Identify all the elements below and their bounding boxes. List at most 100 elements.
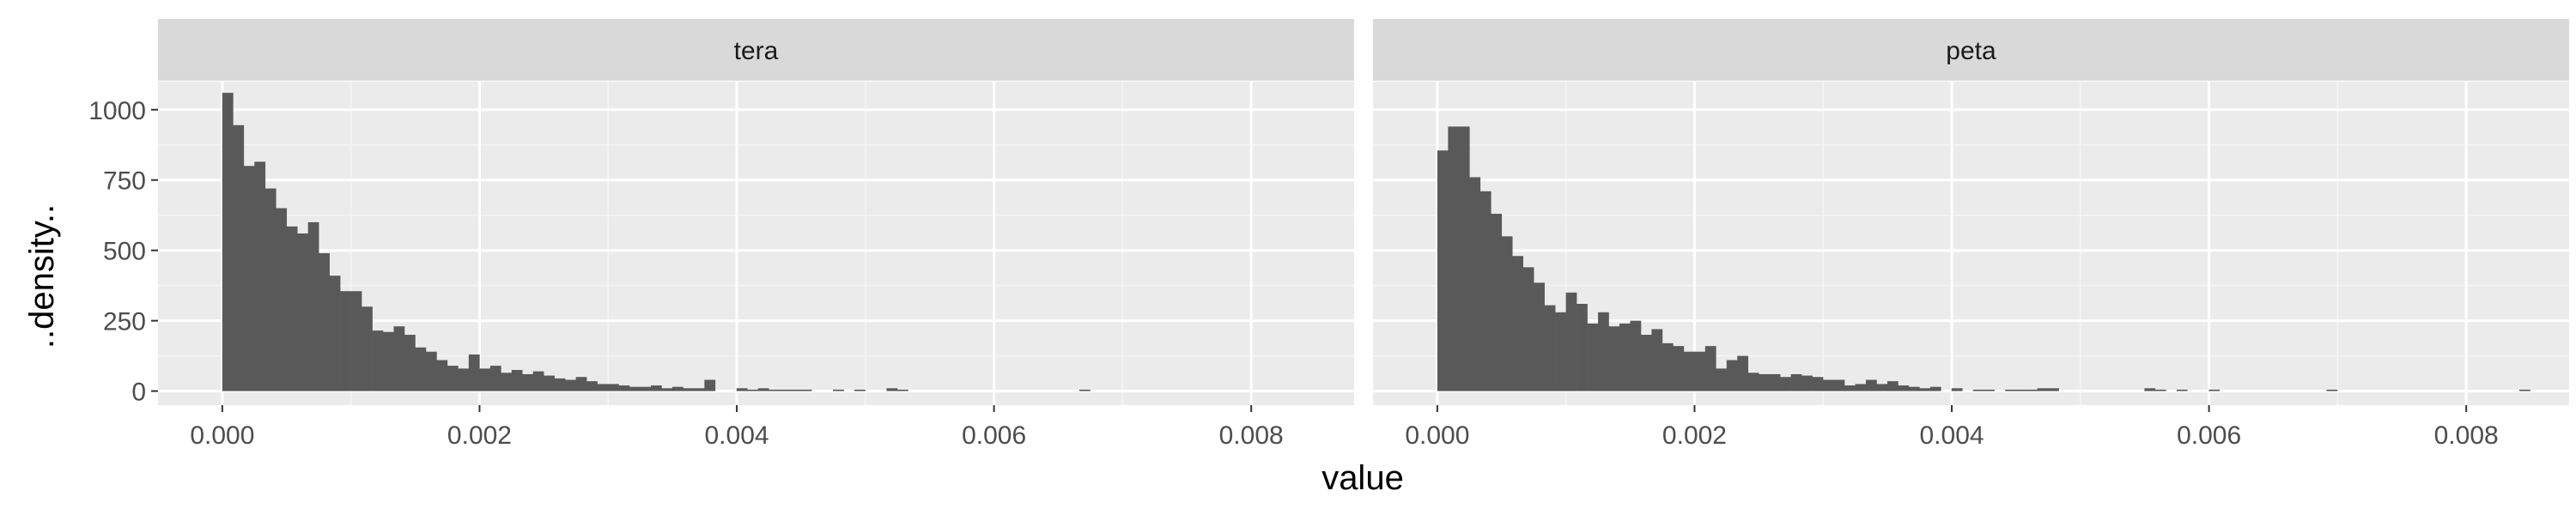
histogram-bar bbox=[458, 368, 470, 391]
x-tick-label: 0.002 bbox=[1662, 421, 1727, 450]
histogram-bar bbox=[586, 381, 598, 391]
histogram-bar bbox=[1855, 384, 1867, 391]
histogram-bar bbox=[769, 389, 781, 391]
x-axis-title: value bbox=[1321, 459, 1404, 497]
histogram-bar bbox=[1662, 342, 1674, 391]
histogram-bar bbox=[1801, 375, 1813, 391]
histogram-bar bbox=[757, 388, 769, 391]
histogram-bar bbox=[886, 388, 898, 391]
histogram-bar bbox=[436, 360, 448, 391]
histogram-bar bbox=[1555, 312, 1566, 391]
histogram-bar bbox=[747, 389, 759, 391]
histogram-bar bbox=[618, 385, 630, 391]
histogram-bar bbox=[779, 389, 791, 391]
histogram-bar bbox=[597, 384, 609, 391]
histogram-bar bbox=[2176, 389, 2188, 391]
histogram-bar bbox=[1501, 236, 1513, 391]
histogram-bar bbox=[833, 389, 844, 391]
histogram-bar bbox=[854, 389, 866, 391]
y-axis-title: ..density.. bbox=[23, 204, 61, 348]
histogram-bar bbox=[350, 291, 362, 391]
histogram-bar bbox=[1929, 386, 1941, 391]
histogram-bar bbox=[693, 388, 705, 391]
histogram-bar bbox=[1984, 389, 1996, 391]
histogram-bar bbox=[1823, 379, 1834, 391]
y-tick-label: 0 bbox=[131, 379, 146, 407]
histogram-bar bbox=[1608, 326, 1620, 391]
histogram-bar bbox=[1437, 150, 1449, 391]
histogram-bar bbox=[2026, 389, 2038, 391]
histogram-bar bbox=[1630, 320, 1642, 391]
histogram-bar bbox=[233, 124, 245, 391]
histogram-bar bbox=[1790, 373, 1802, 391]
histogram-bar bbox=[575, 377, 587, 391]
facet-strip bbox=[1373, 19, 2569, 81]
histogram-bar bbox=[532, 371, 544, 391]
histogram-bar bbox=[383, 331, 394, 391]
histogram-bar bbox=[671, 386, 683, 391]
histogram-bar bbox=[286, 226, 298, 391]
histogram-bar bbox=[511, 370, 523, 391]
histogram-bar bbox=[361, 306, 373, 391]
histogram-bar bbox=[222, 93, 234, 391]
histogram-bar bbox=[1769, 373, 1781, 391]
histogram-bar bbox=[1673, 346, 1685, 391]
histogram-bar bbox=[1534, 282, 1545, 391]
histogram-bar bbox=[501, 373, 513, 391]
histogram-bar bbox=[1640, 335, 1652, 391]
y-tick-label: 250 bbox=[103, 308, 146, 336]
histogram-bar bbox=[1780, 377, 1791, 391]
histogram-bar bbox=[2005, 389, 2016, 391]
histogram-bar bbox=[736, 388, 748, 391]
histogram-bar bbox=[1577, 303, 1588, 391]
histogram-bar bbox=[1833, 379, 1845, 391]
histogram-bar bbox=[522, 373, 534, 391]
histogram-bar bbox=[1619, 323, 1631, 391]
histogram-bar bbox=[790, 389, 801, 391]
histogram-bar bbox=[896, 389, 908, 391]
histogram-bar bbox=[425, 351, 437, 391]
x-tick-label: 0.000 bbox=[1405, 421, 1469, 450]
histogram-bar bbox=[1683, 351, 1695, 391]
histogram-bar bbox=[1458, 126, 1470, 391]
histogram-bar bbox=[329, 276, 341, 391]
x-tick-label: 0.004 bbox=[704, 421, 769, 450]
histogram-bar bbox=[1651, 329, 1663, 391]
facet-strip-label: peta bbox=[1946, 37, 1996, 65]
histogram-bar bbox=[1694, 351, 1706, 391]
histogram-bar bbox=[372, 330, 384, 391]
histogram-bar bbox=[1908, 386, 1920, 391]
histogram-bar bbox=[447, 366, 459, 391]
facet-panel-peta: peta 0.000 0.002 0.004 0.006 0.008 bbox=[1373, 19, 2569, 450]
histogram-bar bbox=[1726, 360, 1738, 391]
histogram-bar bbox=[683, 388, 695, 391]
histogram-bar bbox=[1812, 377, 1824, 391]
histogram-bar bbox=[1876, 384, 1888, 391]
histogram-bar bbox=[2037, 388, 2049, 391]
histogram-bar bbox=[2154, 389, 2166, 391]
histogram-bar bbox=[276, 208, 288, 391]
histogram-bar bbox=[2015, 389, 2027, 391]
x-tick-label: 0.002 bbox=[447, 421, 512, 450]
histogram-bar bbox=[468, 354, 480, 391]
y-tick-label: 1000 bbox=[88, 97, 146, 125]
histogram-bar bbox=[2519, 389, 2530, 391]
histogram-bar bbox=[415, 347, 427, 391]
histogram-bar bbox=[297, 233, 309, 391]
x-tick-label: 0.008 bbox=[1219, 421, 1284, 450]
histogram-bar bbox=[640, 386, 652, 391]
histogram-bar bbox=[650, 385, 662, 391]
histogram-bar bbox=[1479, 191, 1492, 391]
histogram-bar bbox=[479, 368, 491, 391]
histogram-bar bbox=[1951, 388, 1963, 391]
histogram-bar bbox=[800, 389, 812, 391]
y-axis: 0 250 500 750 1000 bbox=[88, 97, 158, 407]
facet-strip bbox=[158, 19, 1354, 81]
histogram-bar bbox=[544, 375, 555, 391]
histogram-bar bbox=[340, 291, 351, 391]
histogram-bar bbox=[1587, 323, 1599, 391]
histogram-bar bbox=[254, 161, 266, 391]
histogram-bar bbox=[1469, 177, 1481, 391]
histogram-bar bbox=[704, 379, 716, 391]
facet-panel-tera: tera 0.000 0.002 0.004 0.006 0.008 bbox=[158, 19, 1354, 450]
